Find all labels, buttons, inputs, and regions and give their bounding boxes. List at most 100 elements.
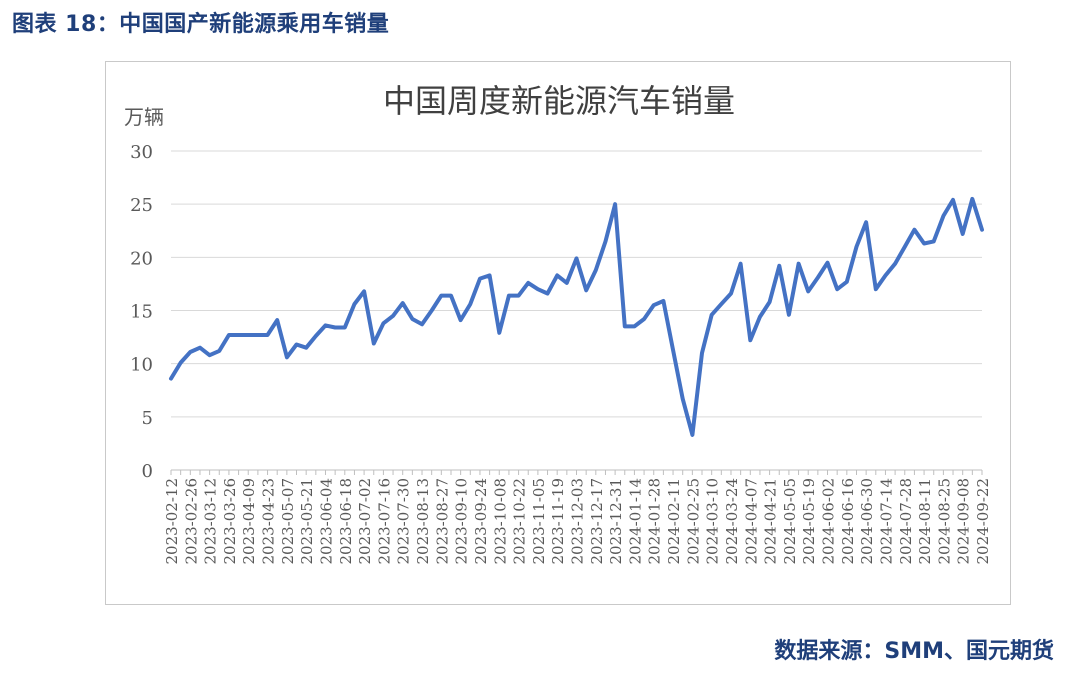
data-point [314, 334, 318, 338]
data-point [401, 301, 405, 305]
data-point [739, 262, 743, 266]
x-tick-label: 2023-11-19 [549, 478, 567, 564]
data-point [488, 273, 492, 277]
series-layer [169, 196, 984, 437]
x-axis-ticks: 2023-02-12 2023-02-26 2023-03-12 2023-03-26… [163, 470, 992, 564]
data-point [661, 299, 665, 303]
data-point [208, 353, 212, 357]
x-tick-label: 2024-09-22 [974, 478, 992, 564]
data-point [623, 324, 627, 328]
data-point [912, 228, 916, 232]
x-tick-label: 2024-08-25 [935, 478, 953, 564]
x-tick-label: 2024-05-19 [800, 478, 818, 564]
y-tick-label: 10 [130, 355, 153, 376]
data-point [478, 277, 482, 281]
data-point [642, 317, 646, 321]
data-point [497, 331, 501, 335]
data-point [555, 273, 559, 277]
data-point [777, 264, 781, 268]
x-tick-label: 2023-09-24 [472, 478, 490, 564]
x-tick-label: 2023-06-18 [337, 478, 355, 564]
gridlines [171, 150, 982, 471]
data-point [768, 300, 772, 304]
x-tick-label: 2024-08-11 [916, 478, 934, 564]
data-point [932, 239, 936, 243]
figure-caption: 图表 18：中国国产新能源乘用车销量 [12, 12, 390, 37]
data-point [304, 346, 308, 350]
x-tick-label: 2023-08-13 [414, 478, 432, 564]
data-point [420, 322, 424, 326]
data-point [806, 289, 810, 293]
x-tick-label: 2023-03-26 [221, 478, 239, 564]
data-point [575, 256, 578, 260]
data-point [980, 228, 984, 232]
data-point [256, 333, 260, 337]
source-note: 数据来源：SMM、国元期货 [774, 639, 1054, 664]
data-point [632, 324, 636, 328]
data-point [700, 351, 704, 355]
data-point [439, 294, 443, 298]
data-point [922, 242, 926, 246]
data-point [227, 333, 231, 337]
y-tick-label: 0 [142, 461, 153, 482]
x-tick-label: 2023-12-31 [607, 478, 625, 564]
chart-frame: 中国周度新能源汽车销量 万辆 0 5 10 15 20 25 30 2023-02-12 20… [105, 61, 1011, 605]
data-point [835, 287, 839, 291]
data-point [430, 309, 434, 312]
data-point [671, 348, 675, 352]
data-point [758, 315, 762, 319]
data-point [285, 355, 289, 359]
x-tick-label: 2024-06-02 [820, 478, 838, 564]
data-point [584, 288, 588, 292]
x-tick-label: 2023-04-09 [240, 478, 258, 564]
x-tick-label: 2023-08-27 [433, 478, 451, 564]
data-point [188, 350, 192, 354]
data-point [169, 377, 173, 381]
data-point [449, 294, 453, 298]
x-tick-label: 2023-10-22 [511, 478, 529, 564]
data-point [719, 302, 723, 306]
data-point [343, 326, 347, 330]
data-point [468, 302, 472, 306]
data-point [179, 361, 183, 365]
x-tick-label: 2024-01-28 [646, 478, 664, 564]
data-point [217, 349, 221, 353]
x-tick-label: 2023-12-17 [588, 478, 606, 564]
x-tick-label: 2024-05-05 [781, 478, 799, 564]
data-point [961, 232, 965, 236]
data-point [198, 346, 202, 350]
y-axis-unit-label: 万辆 [124, 105, 164, 129]
x-tick-label: 2024-06-16 [839, 478, 857, 564]
data-point [787, 313, 791, 317]
data-point [816, 276, 820, 280]
data-point [681, 397, 685, 401]
data-point [883, 273, 887, 277]
y-tick-label: 30 [130, 142, 153, 163]
data-point [275, 318, 279, 322]
data-point [970, 197, 974, 201]
x-tick-label: 2023-07-02 [356, 478, 374, 564]
data-point [246, 333, 250, 337]
x-tick-label: 2024-01-14 [626, 478, 644, 564]
data-point [594, 268, 598, 272]
chart-title: 中国周度新能源汽车销量 [383, 82, 735, 120]
data-point [237, 333, 241, 337]
y-tick-label: 20 [130, 248, 153, 269]
data-point [410, 317, 414, 321]
x-tick-label: 2023-12-03 [569, 478, 587, 564]
y-axis-ticks: 0 5 10 15 20 25 30 [130, 142, 153, 482]
data-point [797, 262, 801, 266]
data-point [710, 313, 714, 317]
x-tick-label: 2024-02-11 [665, 478, 683, 564]
data-point [748, 338, 752, 342]
data-point [536, 287, 540, 291]
data-point [362, 289, 366, 293]
x-tick-label: 2024-03-24 [723, 478, 741, 564]
data-point [352, 302, 356, 306]
x-tick-label: 2023-02-26 [182, 478, 200, 564]
x-tick-label: 2023-04-23 [260, 478, 278, 564]
data-point [690, 433, 694, 437]
data-point [845, 280, 849, 284]
data-point [893, 262, 897, 266]
